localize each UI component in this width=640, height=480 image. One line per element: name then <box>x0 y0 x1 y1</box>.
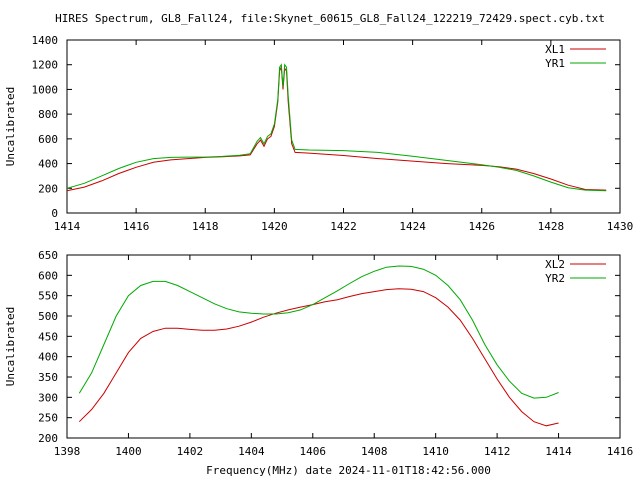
x-tick-label: 1416 <box>123 220 150 233</box>
x-tick-label: 1410 <box>422 445 449 458</box>
y-tick-label: 400 <box>38 351 58 364</box>
x-tick-label: 1404 <box>238 445 265 458</box>
x-tick-label: 1420 <box>261 220 288 233</box>
y-tick-label: 1200 <box>32 59 59 72</box>
x-tick-label: 1414 <box>545 445 572 458</box>
x-tick-label: 1418 <box>192 220 219 233</box>
x-tick-label: 1422 <box>330 220 357 233</box>
y-tick-label: 300 <box>38 391 58 404</box>
y-tick-label: 250 <box>38 412 58 425</box>
bottom-spectrum-panel: 1398 1400 1402 1404 1406 1408 1410 1412 1414 1416… <box>4 249 633 477</box>
figure-title: HIRES Spectrum, GL8_Fall24, file:Skynet_… <box>55 12 605 25</box>
y-tick-label: 350 <box>38 371 58 384</box>
legend-label-xl1: XL1 <box>545 43 565 56</box>
x-tick-label: 1416 <box>607 445 634 458</box>
y-tick-label: 200 <box>38 432 58 445</box>
top-spectrum-panel: 1414 1416 1418 1420 1422 1424 1426 1428 1430 0 200… <box>4 34 633 233</box>
x-tick-label: 1400 <box>115 445 142 458</box>
plot-frame <box>66 254 621 439</box>
x-tick-label: 1406 <box>300 445 327 458</box>
x-tick-label: 1428 <box>538 220 565 233</box>
legend-label-xl2: XL2 <box>545 258 565 271</box>
x-tick-label: 1414 <box>54 220 81 233</box>
y-tick-label: 1400 <box>32 34 59 47</box>
x-tick-label: 1412 <box>484 445 511 458</box>
y-tick-label: 800 <box>38 108 58 121</box>
y-tick-label: 450 <box>38 330 58 343</box>
x-tick-label: 1426 <box>469 220 496 233</box>
y-tick-label: 1000 <box>32 83 59 96</box>
series-line-yr2 <box>78 265 559 399</box>
series-line-xl2 <box>78 288 559 427</box>
y-tick-label: 550 <box>38 290 58 303</box>
y-tick-label: 200 <box>38 182 58 195</box>
y-tick-label: 0 <box>51 207 58 220</box>
legend-label-yr1: YR1 <box>545 57 565 70</box>
y-axis-label: Uncalibrated <box>4 87 17 166</box>
legend-label-yr2: YR2 <box>545 272 565 285</box>
x-tick-label: 1430 <box>607 220 634 233</box>
y-tick-label: 650 <box>38 249 58 262</box>
x-axis-label: Frequency(MHz) date 2024-11-01T18:42:56.… <box>206 464 491 477</box>
y-axis-label: Uncalibrated <box>4 307 17 386</box>
y-tick-label: 500 <box>38 310 58 323</box>
y-tick-label: 600 <box>38 269 58 282</box>
series-line-yr1 <box>66 63 607 192</box>
x-tick-label: 1398 <box>54 445 81 458</box>
y-tick-label: 400 <box>38 158 58 171</box>
x-tick-label: 1408 <box>361 445 388 458</box>
x-tick-label: 1424 <box>399 220 426 233</box>
x-tick-label: 1402 <box>177 445 204 458</box>
y-tick-label: 600 <box>38 133 58 146</box>
